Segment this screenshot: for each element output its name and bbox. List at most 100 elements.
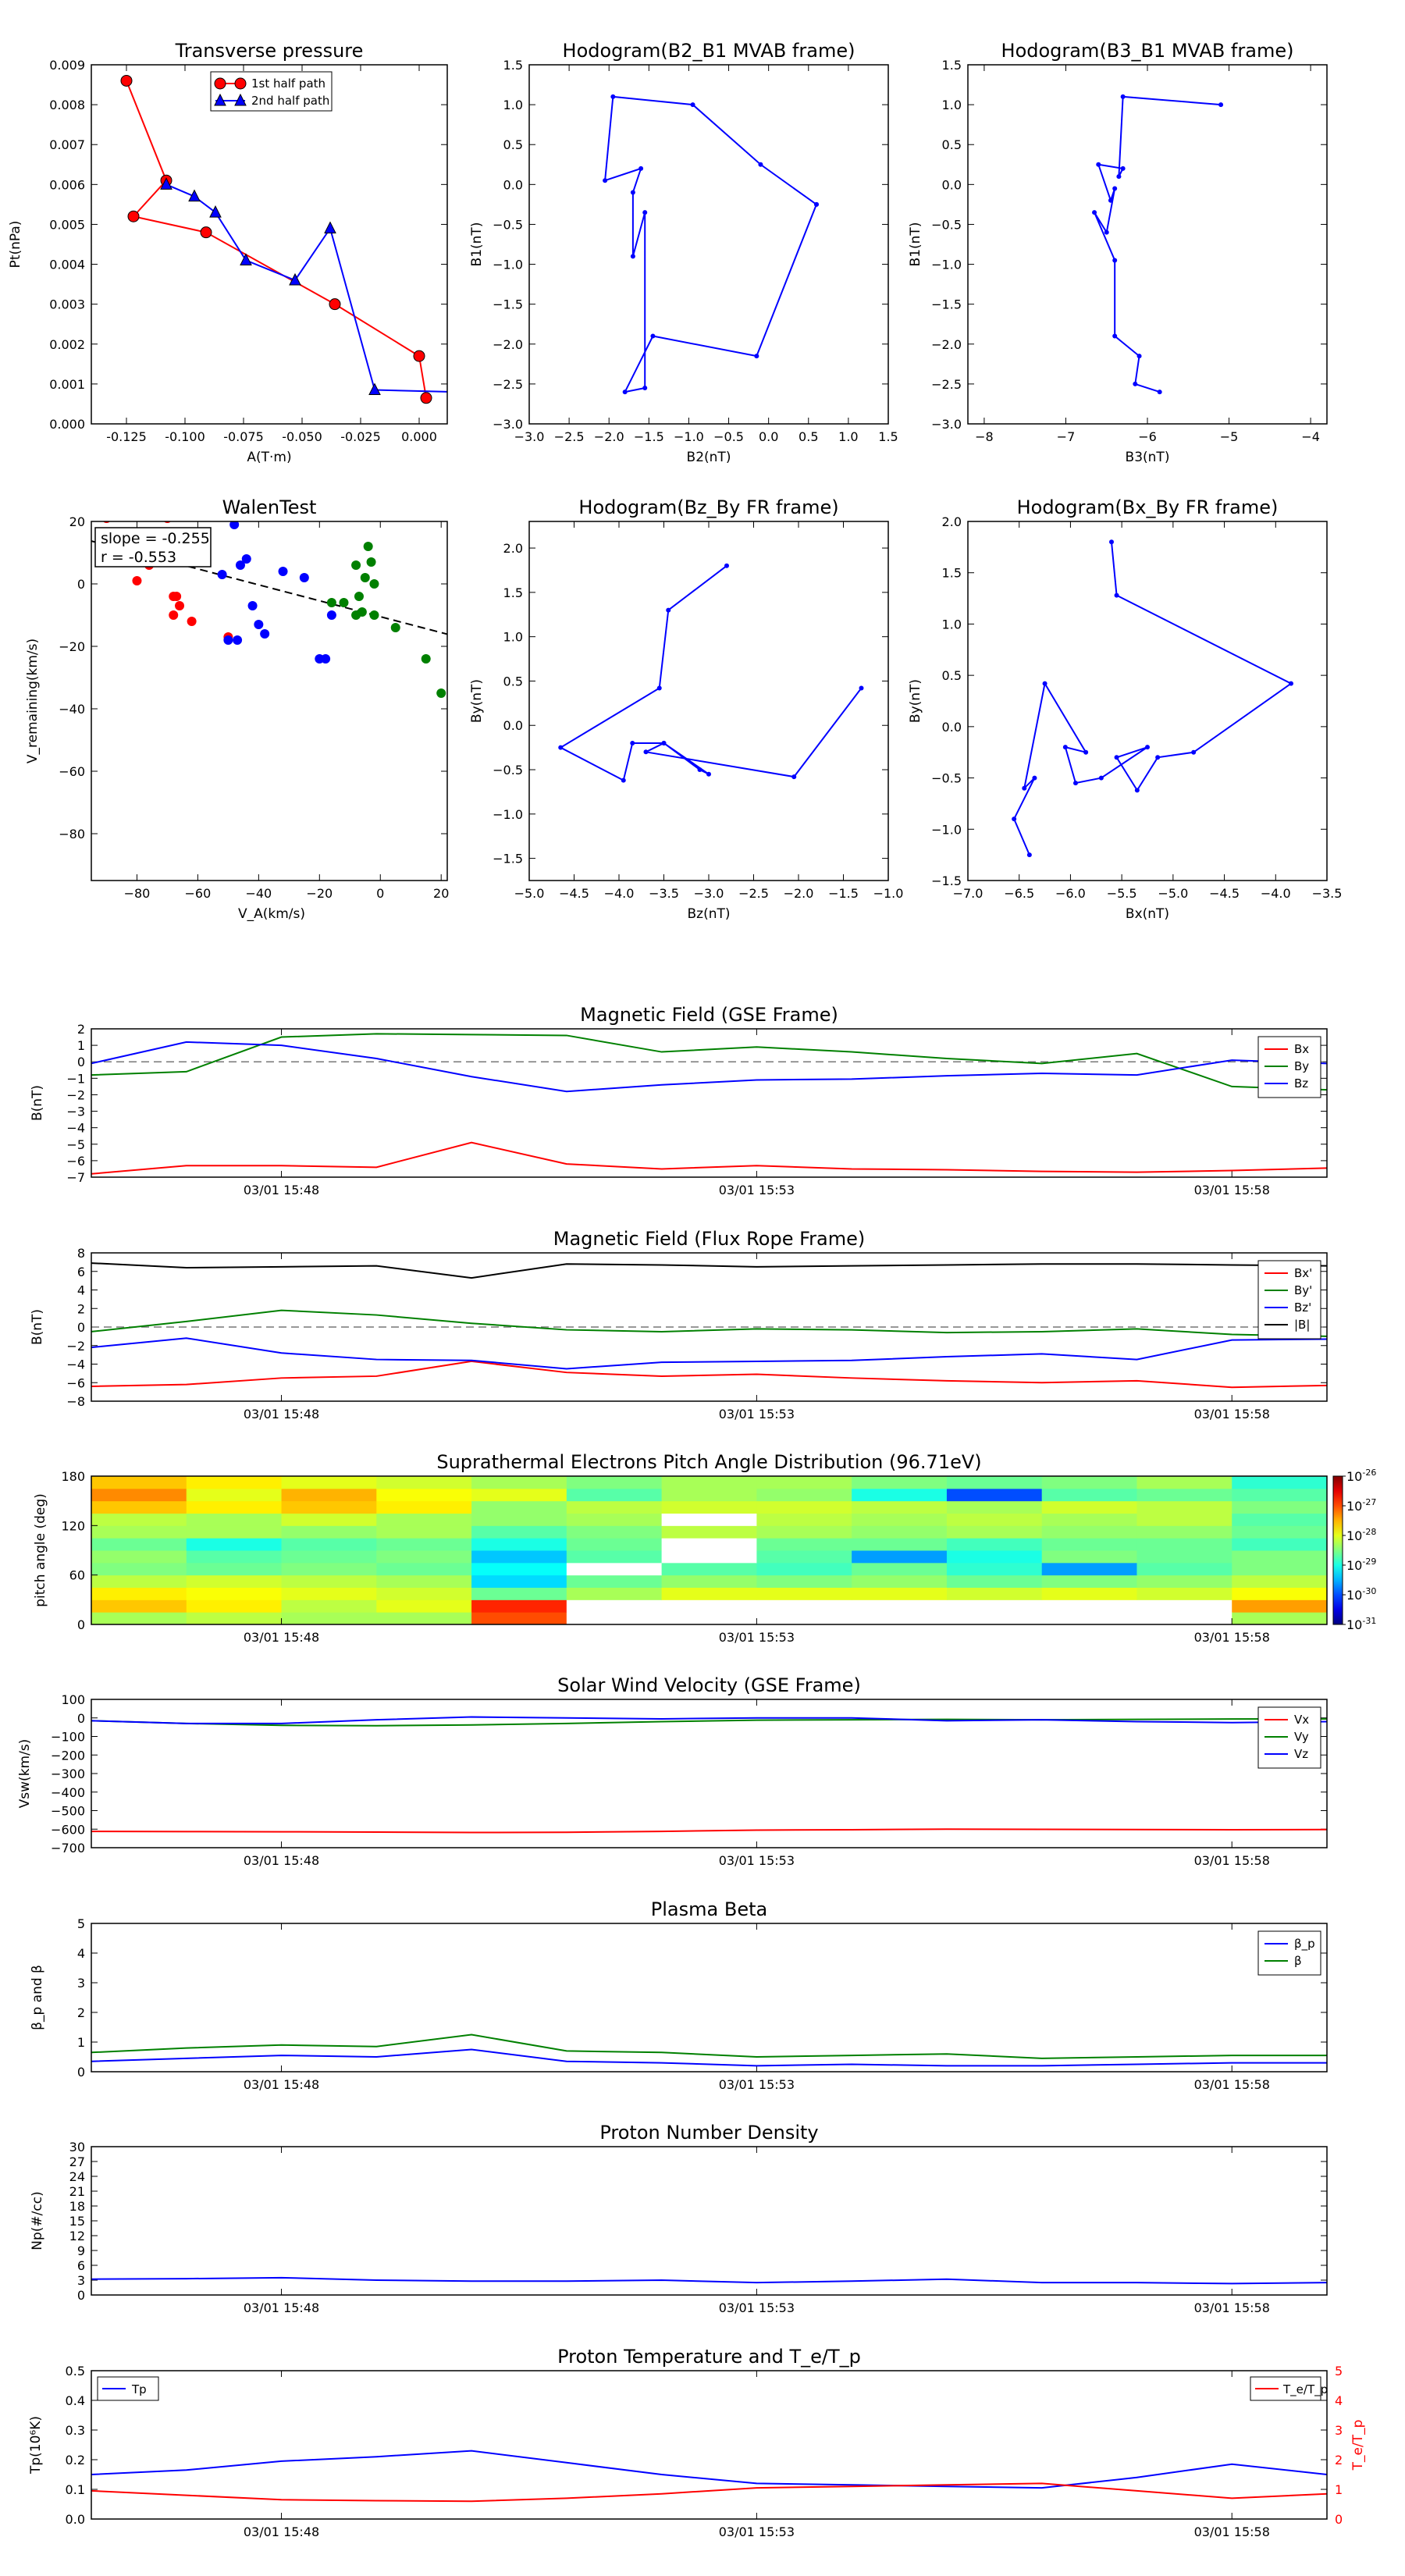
heatmap-cell bbox=[661, 1488, 757, 1502]
heatmap-cell bbox=[186, 1599, 283, 1613]
heatmap-cell bbox=[1232, 1488, 1328, 1502]
x-tick-label: −20 bbox=[306, 886, 333, 901]
heatmap-cell bbox=[471, 1500, 567, 1514]
x-tick-label: −4 bbox=[1301, 429, 1320, 444]
series-line bbox=[91, 1337, 1327, 1370]
heatmap-cell bbox=[661, 1476, 757, 1489]
data-point bbox=[160, 177, 173, 190]
heatmap-cell bbox=[756, 1476, 852, 1489]
x-tick-label: −6.5 bbox=[1004, 886, 1034, 901]
x-tick-label: 03/01 15:53 bbox=[719, 2300, 795, 2315]
y-tick-label: 0.001 bbox=[49, 377, 85, 392]
y-axis-label: Pt(nPa) bbox=[8, 221, 23, 269]
x-tick-label: −5.0 bbox=[1158, 886, 1188, 901]
heatmap-cell bbox=[1232, 1513, 1328, 1526]
heatmap-cell bbox=[1136, 1513, 1232, 1526]
series-line bbox=[91, 2276, 1327, 2285]
series-line bbox=[91, 1828, 1327, 1834]
data-point bbox=[622, 390, 628, 395]
heatmap-cell bbox=[756, 1574, 852, 1588]
series-line bbox=[603, 95, 817, 393]
y-tick-label: −6 bbox=[66, 1375, 85, 1390]
chart-hodogram-b3-b1: Hodogram(B3_B1 MVAB frame) −8 −7 −6 −5 −4 −3.0… bbox=[908, 40, 1328, 465]
data-point bbox=[1133, 381, 1138, 386]
data-point bbox=[1104, 229, 1109, 235]
heatmap-cell bbox=[756, 1599, 852, 1613]
y-tick-label: 5 bbox=[77, 1916, 85, 1931]
data-point bbox=[1191, 749, 1197, 755]
heatmap-cell bbox=[756, 1587, 852, 1600]
y2-tick-label: 5 bbox=[1335, 2364, 1343, 2379]
y-tick-label: 0.5 bbox=[942, 137, 962, 152]
axes-frame bbox=[91, 1028, 1328, 1178]
heatmap-cell bbox=[852, 1525, 948, 1539]
data-point bbox=[656, 685, 662, 691]
data-point bbox=[1112, 333, 1118, 339]
heatmap-cell bbox=[1136, 1550, 1232, 1564]
data-point bbox=[234, 77, 247, 90]
heatmap-cell bbox=[661, 1550, 757, 1564]
heatmap-cell bbox=[1136, 1587, 1232, 1600]
heatmap-cell bbox=[1136, 1488, 1232, 1502]
y-tick-label: 0.1 bbox=[66, 2482, 85, 2497]
x-tick-label: −5.0 bbox=[514, 886, 545, 901]
heatmap-cell bbox=[376, 1513, 472, 1526]
data-point bbox=[1062, 745, 1068, 750]
heatmap-cells bbox=[91, 1476, 1328, 1625]
y-tick-label: 0 bbox=[77, 1055, 85, 1069]
y-axis-label: B1(nT) bbox=[469, 222, 485, 267]
y-tick-label: −200 bbox=[51, 1748, 85, 1763]
axes-frame bbox=[967, 64, 1328, 425]
scatter-point bbox=[436, 688, 446, 698]
y-tick-label: 0 bbox=[77, 2065, 85, 2080]
scatter-point bbox=[223, 635, 233, 645]
heatmap-cell bbox=[281, 1488, 377, 1502]
r-annotation: r = -0.553 bbox=[101, 549, 176, 566]
x-tick-label: 03/01 15:53 bbox=[719, 1183, 795, 1197]
chart-plasma-beta: Plasma Beta 03/01 15:48 03/01 15:53 03/01 1… bbox=[30, 1898, 1328, 2092]
heatmap-cell bbox=[1041, 1525, 1137, 1539]
heatmap-cell bbox=[186, 1612, 283, 1625]
data-point bbox=[650, 333, 656, 339]
y-tick-label: 0.0 bbox=[503, 177, 523, 192]
y-tick-label: −0.5 bbox=[931, 217, 962, 232]
legend-label: By' bbox=[1294, 1283, 1312, 1297]
data-point bbox=[1098, 775, 1104, 781]
y-tick-label: −500 bbox=[51, 1804, 85, 1819]
y-tick-label: 3 bbox=[77, 2273, 85, 2288]
data-point bbox=[1012, 817, 1017, 822]
legend-label: Bz' bbox=[1294, 1300, 1311, 1315]
heatmap-cell bbox=[1041, 1476, 1137, 1489]
x-tick-label: −4.0 bbox=[1261, 886, 1291, 901]
heatmap-cell bbox=[91, 1587, 187, 1600]
data-point bbox=[1108, 197, 1113, 203]
data-point bbox=[1109, 539, 1114, 545]
heatmap-cell bbox=[281, 1513, 377, 1526]
heatmap-cell bbox=[1232, 1500, 1328, 1514]
scatter-point bbox=[175, 601, 185, 610]
data-point bbox=[413, 350, 425, 362]
x-tick-label: -0.050 bbox=[282, 429, 322, 444]
x-tick-label: 0.000 bbox=[401, 429, 437, 444]
data-point bbox=[127, 210, 140, 222]
x-tick-label: 1.5 bbox=[878, 429, 898, 444]
chart-hodogram-b2-b1: Hodogram(B2_B1 MVAB frame) −3.0 −2.5 −2.0 −1… bbox=[469, 40, 898, 465]
scatter-point bbox=[172, 592, 182, 601]
scatter-point bbox=[351, 560, 361, 570]
x-tick-label: -0.025 bbox=[340, 429, 381, 444]
y-tick-label: −2 bbox=[66, 1087, 85, 1102]
x-tick-label: −7.0 bbox=[953, 886, 984, 901]
heatmap-cell bbox=[852, 1500, 948, 1514]
heatmap-cell bbox=[376, 1488, 472, 1502]
x-tick-label: −6 bbox=[1138, 429, 1157, 444]
x-tick-label: −4.5 bbox=[1209, 886, 1240, 901]
y-tick-label: −8 bbox=[66, 1394, 85, 1409]
y-tick-label: 2.0 bbox=[503, 541, 523, 556]
heatmap-cell bbox=[1136, 1476, 1232, 1489]
y-axis-label: β_p and β bbox=[30, 1965, 45, 2030]
y-tick-label: 2 bbox=[77, 2005, 85, 2020]
x-tick-label: −80 bbox=[124, 886, 151, 901]
heatmap-cell bbox=[661, 1525, 757, 1539]
heatmap-cell bbox=[852, 1513, 948, 1526]
heatmap-cell bbox=[281, 1538, 377, 1551]
